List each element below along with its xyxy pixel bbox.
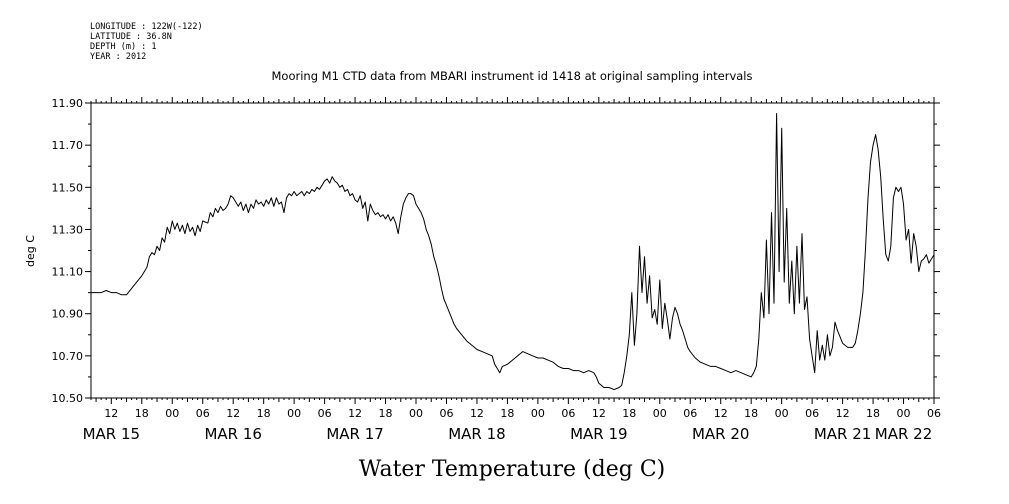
chart-title: Mooring M1 CTD data from MBARI instrumen… <box>272 69 753 83</box>
x-tick-label: 12 <box>348 407 362 420</box>
y-tick-label: 10.70 <box>52 350 84 363</box>
plot-frame <box>90 102 935 399</box>
x-tick-label: 06 <box>927 407 941 420</box>
x-tick-label: 00 <box>409 407 423 420</box>
y-tick-label: 10.50 <box>52 392 84 405</box>
x-tick-label: 06 <box>196 407 210 420</box>
x-tick-label: 00 <box>531 407 545 420</box>
x-date-label: MAR 19 <box>570 425 627 443</box>
x-axis: 12 18 00 06 12 18 00 06 12 18 00 06 12 18 00 06 12 18 00 06… <box>83 97 941 443</box>
x-date-label: MAR 21 <box>814 425 871 443</box>
x-tick-label: 18 <box>622 407 636 420</box>
y-tick-label: 11.50 <box>52 181 84 194</box>
x-tick-label: 18 <box>744 407 758 420</box>
x-tick-label: 12 <box>714 407 728 420</box>
x-tick-label: 18 <box>500 407 514 420</box>
x-tick-label: 12 <box>836 407 850 420</box>
x-tick-label: 00 <box>287 407 301 420</box>
x-tick-label: 06 <box>805 407 819 420</box>
x-tick-label: 12 <box>104 407 118 420</box>
x-tick-label: 06 <box>561 407 575 420</box>
longitude-text: LONGITUDE : 122W(-122) <box>90 22 203 32</box>
x-tick-label: 12 <box>592 407 606 420</box>
x-tick-label: 06 <box>318 407 332 420</box>
x-tick-label: 18 <box>135 407 149 420</box>
x-tick-label: 12 <box>470 407 484 420</box>
metadata-block: LONGITUDE : 122W(-122) LATITUDE : 36.8N … <box>90 22 203 62</box>
year-text: YEAR : 2012 <box>90 52 147 62</box>
chart-caption: Water Temperature (deg C) <box>359 457 666 482</box>
x-tick-label: 18 <box>379 407 393 420</box>
x-date-label: MAR 22 <box>875 425 932 443</box>
x-tick-label: 18 <box>257 407 271 420</box>
series-line-water-temperature <box>91 113 935 391</box>
y-tick-label: 11.10 <box>52 266 84 279</box>
y-axis-label: deg C <box>24 235 37 267</box>
x-tick-label: 00 <box>165 407 179 420</box>
x-tick-label: 00 <box>775 407 789 420</box>
x-tick-label: 00 <box>653 407 667 420</box>
y-tick-label: 11.90 <box>52 97 84 110</box>
x-tick-label: 06 <box>439 407 453 420</box>
x-date-label: MAR 20 <box>692 425 749 443</box>
series-group <box>91 113 935 391</box>
y-tick-label: 11.70 <box>52 139 84 152</box>
latitude-text: LATITUDE : 36.8N <box>90 32 172 42</box>
x-date-label: MAR 17 <box>326 425 383 443</box>
x-date-label: MAR 18 <box>448 425 505 443</box>
x-tick-label: 00 <box>897 407 911 420</box>
y-tick-label: 10.90 <box>52 308 84 321</box>
x-date-label: MAR 15 <box>83 425 140 443</box>
x-date-label: MAR 16 <box>204 425 261 443</box>
x-tick-label: 06 <box>683 407 697 420</box>
x-tick-label: 18 <box>866 407 880 420</box>
y-tick-label: 11.30 <box>52 223 84 236</box>
depth-text: DEPTH (m) : 1 <box>90 42 157 52</box>
y-axis: 10.50 10.70 10.90 11.10 11.30 11.50 11.70 11.90 <box>52 97 940 405</box>
x-tick-label: 12 <box>226 407 240 420</box>
